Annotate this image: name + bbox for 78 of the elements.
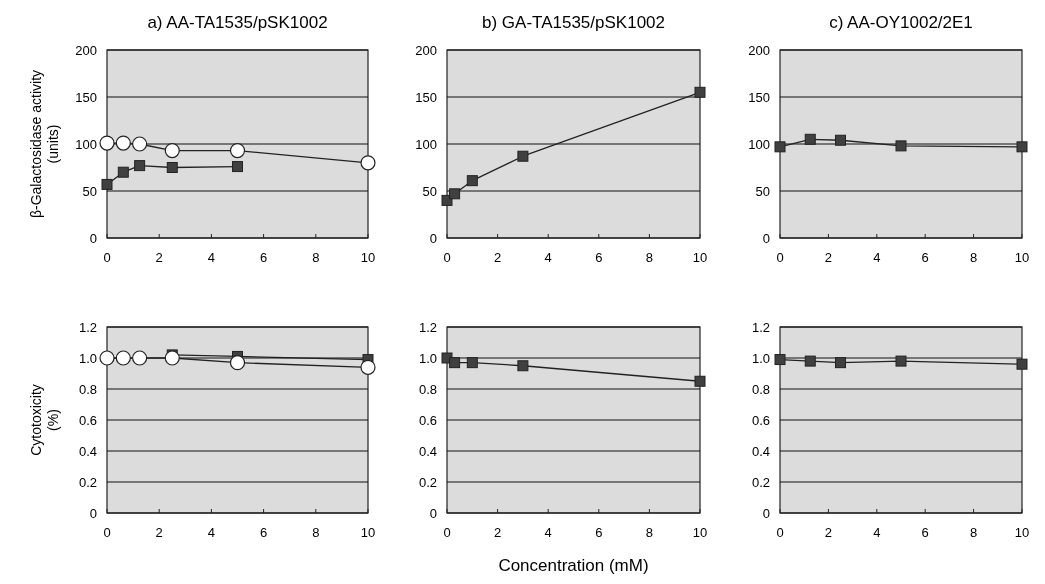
y-tick-label: 0.2	[78, 475, 97, 490]
y-tick-label: 1.2	[78, 320, 97, 335]
y-tick-label: 150	[415, 90, 437, 105]
y-tick-label: 0.8	[751, 382, 770, 397]
x-tick-label: 10	[360, 525, 376, 540]
x-tick-label: 6	[921, 250, 929, 265]
x-tick-label: 8	[645, 250, 654, 265]
y-tick-label: 150	[75, 90, 97, 105]
y-tick-label: 0.2	[751, 475, 770, 490]
y-tick-label: 1.0	[751, 351, 770, 366]
x-tick-label: 2	[824, 525, 833, 540]
y-tick-label: 0	[762, 506, 770, 521]
x-tick-label: 2	[824, 250, 833, 265]
x-tick-label: 6	[259, 525, 268, 540]
x-axis-title: Concentration (mM)	[498, 556, 649, 575]
y-tick-label: 0.8	[78, 382, 97, 397]
chart-title: a) AA-TA1535/pSK1002	[147, 13, 328, 32]
y-tick-label: 150	[748, 90, 770, 105]
y-tick-label: 0	[89, 506, 97, 521]
y-tick-label: 100	[748, 137, 770, 152]
x-tick-label: 4	[207, 250, 216, 265]
chart-title: b) GA-TA1535/pSK1002	[481, 13, 666, 32]
x-tick-label: 2	[493, 525, 502, 540]
y-tick-label: 0	[762, 231, 770, 246]
y-axis-title: Cytotoxicity (%)	[28, 384, 61, 456]
x-tick-label: 8	[645, 525, 654, 540]
chart-title: c) AA-OY1002/2E1	[829, 13, 973, 32]
x-tick-label: 8	[312, 250, 320, 265]
y-tick-label: 0.4	[751, 444, 770, 459]
y-tick-label: 200	[748, 43, 770, 58]
x-tick-label: 0	[103, 525, 111, 540]
x-tick-label: 8	[969, 250, 978, 265]
x-tick-label: 6	[595, 525, 603, 540]
y-tick-label: 0.8	[418, 382, 437, 397]
y-tick-label: 100	[415, 137, 437, 152]
y-tick-label: 0.4	[418, 444, 437, 459]
y-tick-label: 1.2	[418, 320, 437, 335]
x-tick-label: 4	[544, 250, 552, 265]
y-tick-label: 0.6	[78, 413, 97, 428]
x-tick-label: 10	[692, 250, 708, 265]
x-tick-label: 10	[1014, 250, 1030, 265]
y-tick-label: 200	[415, 43, 437, 58]
y-tick-label: 0.4	[78, 444, 97, 459]
y-tick-label: 0	[89, 231, 97, 246]
x-tick-label: 8	[969, 525, 978, 540]
x-tick-label: 10	[360, 250, 376, 265]
y-tick-label: 0.2	[418, 475, 437, 490]
x-tick-label: 8	[312, 525, 320, 540]
x-tick-label: 0	[103, 250, 111, 265]
y-tick-label: 0.6	[418, 413, 437, 428]
x-tick-label: 2	[493, 250, 502, 265]
x-tick-label: 6	[259, 250, 268, 265]
y-tick-label: 1.0	[78, 351, 97, 366]
x-tick-label: 4	[873, 250, 881, 265]
y-tick-label: 200	[75, 43, 97, 58]
x-tick-label: 10	[1014, 525, 1030, 540]
y-tick-label: 1.0	[418, 351, 437, 366]
y-tick-label: 100	[75, 137, 97, 152]
x-tick-label: 4	[207, 525, 216, 540]
y-tick-label: 0.6	[751, 413, 770, 428]
x-tick-label: 0	[776, 525, 784, 540]
y-tick-label: 50	[755, 184, 770, 199]
x-tick-label: 0	[443, 250, 451, 265]
x-tick-label: 0	[443, 525, 451, 540]
x-tick-label: 10	[692, 525, 708, 540]
y-tick-label: 50	[422, 184, 437, 199]
y-axis-title: β-Galactosidase activity (units)	[28, 69, 61, 219]
y-tick-label: 0	[429, 506, 437, 521]
x-tick-label: 4	[544, 525, 552, 540]
x-tick-label: 0	[776, 250, 784, 265]
y-tick-label: 50	[82, 184, 97, 199]
x-tick-label: 6	[921, 525, 929, 540]
x-tick-label: 6	[595, 250, 603, 265]
y-tick-label: 1.2	[751, 320, 770, 335]
x-tick-label: 4	[873, 525, 881, 540]
x-tick-label: 2	[155, 525, 163, 540]
x-tick-label: 2	[155, 250, 163, 265]
y-tick-label: 0	[429, 231, 437, 246]
